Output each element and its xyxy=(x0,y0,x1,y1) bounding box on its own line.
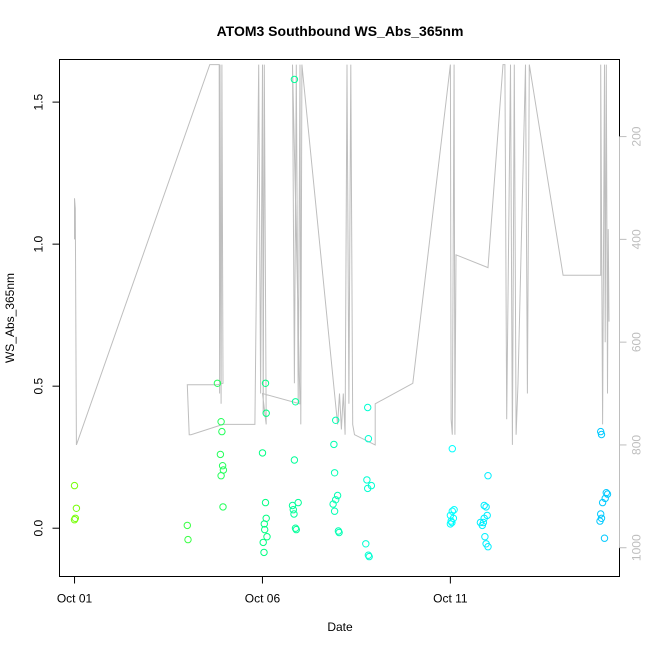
data-point xyxy=(480,514,488,522)
data-point xyxy=(482,503,490,511)
data-point xyxy=(291,524,300,532)
data-point xyxy=(70,516,79,524)
data-point xyxy=(261,525,269,534)
data-point xyxy=(289,506,297,514)
y2-tick-label: 800 xyxy=(630,435,644,455)
data-point xyxy=(446,520,455,528)
data-point xyxy=(261,498,270,507)
data-point xyxy=(288,501,297,510)
data-point xyxy=(332,416,340,424)
data-point xyxy=(218,427,226,436)
data-point xyxy=(597,427,605,436)
x-axis-label: Date xyxy=(327,620,353,634)
data-point xyxy=(448,445,456,453)
y-tick-label: 1.0 xyxy=(32,235,46,252)
data-point xyxy=(261,379,270,387)
data-point xyxy=(364,435,373,443)
y2-tick-label: 600 xyxy=(630,332,644,352)
data-point xyxy=(597,510,605,518)
data-point xyxy=(330,469,339,477)
elevation-track-layer xyxy=(74,64,610,446)
data-point xyxy=(448,518,456,527)
y-tick-label: 0.5 xyxy=(32,378,46,395)
data-point xyxy=(292,525,300,534)
x-tick-label: Oct 11 xyxy=(433,592,468,606)
data-point xyxy=(184,535,192,544)
y2-tick-label: 200 xyxy=(630,126,644,146)
data-point xyxy=(484,543,492,551)
data-point xyxy=(597,430,606,439)
y2-tick-label: 400 xyxy=(630,229,644,249)
plot-frame xyxy=(59,59,620,577)
data-point xyxy=(294,498,302,507)
data-points-layer xyxy=(70,75,612,561)
x-tick-label: Oct 01 xyxy=(57,592,93,606)
data-point xyxy=(183,521,192,530)
data-point xyxy=(260,548,268,557)
data-point xyxy=(362,540,370,548)
data-point xyxy=(290,75,299,84)
chart-title: ATOM3 Southbound WS_Abs_365nm xyxy=(217,23,464,39)
y2-tick-label: 1000 xyxy=(630,534,644,561)
data-point xyxy=(365,552,373,561)
data-point xyxy=(290,510,298,518)
data-point xyxy=(329,500,337,508)
data-point xyxy=(480,501,488,510)
data-point xyxy=(603,490,612,498)
data-point xyxy=(335,528,343,537)
data-point xyxy=(364,484,372,493)
data-point xyxy=(596,517,604,525)
y2-axis: 200 400 600 800 1000 xyxy=(619,126,644,561)
y-axis: 0.0 0.5 1.0 1.5 xyxy=(32,93,60,537)
data-point xyxy=(217,472,225,480)
data-point xyxy=(330,507,339,515)
elevation-track-line xyxy=(74,64,610,446)
data-point xyxy=(258,449,267,457)
y-axis-label: WS_Abs_365nm xyxy=(3,273,17,363)
y-tick-label: 1.5 xyxy=(32,93,46,110)
data-point xyxy=(481,533,489,541)
data-point xyxy=(600,534,609,542)
data-point xyxy=(364,551,373,559)
data-point xyxy=(484,472,492,480)
x-tick-label: Oct 06 xyxy=(245,592,281,606)
data-point xyxy=(262,409,270,417)
data-point xyxy=(602,489,610,497)
data-point xyxy=(219,503,227,511)
data-point xyxy=(333,491,342,500)
data-point xyxy=(447,517,455,525)
data-point xyxy=(450,506,458,514)
data-point xyxy=(290,456,299,464)
data-point xyxy=(479,518,488,527)
data-point xyxy=(364,403,372,412)
data-point xyxy=(291,398,300,406)
data-point xyxy=(217,418,225,426)
data-point xyxy=(70,481,79,490)
data-point xyxy=(72,504,81,512)
data-point xyxy=(259,538,267,547)
data-point xyxy=(260,520,268,528)
data-point xyxy=(216,450,225,459)
data-point xyxy=(448,507,456,515)
data-point xyxy=(598,498,607,507)
data-point xyxy=(363,476,371,484)
data-point xyxy=(263,533,271,541)
y-tick-label: 0.0 xyxy=(32,520,46,537)
data-point xyxy=(330,440,338,449)
data-point xyxy=(213,379,222,387)
data-point xyxy=(71,514,80,522)
data-point xyxy=(218,462,227,470)
x-axis: Oct 01 Oct 06 Oct 11 xyxy=(57,576,468,606)
